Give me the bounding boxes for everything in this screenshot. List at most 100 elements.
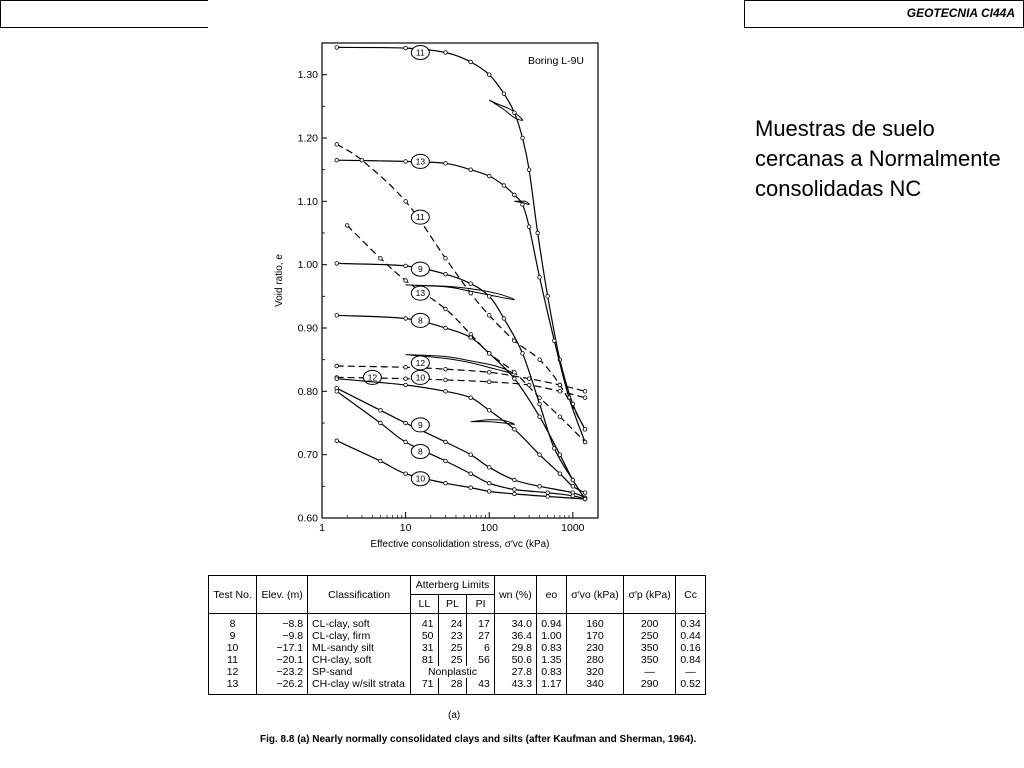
data-point	[537, 357, 542, 362]
header-wn: wn (%)	[493, 575, 538, 614]
data-point	[487, 465, 492, 470]
header-bar-right: GEOTECNIA CI44A	[744, 0, 1024, 28]
data-point	[512, 477, 517, 483]
data-point	[443, 389, 448, 394]
cell-svo: 340	[565, 678, 625, 695]
cell-svo: 160	[565, 613, 625, 630]
curve-label-marker	[410, 417, 430, 433]
table-label: (a)	[448, 710, 461, 721]
y-axis-label: Void ratio, e	[274, 254, 285, 307]
unload-reload-loop	[514, 200, 530, 206]
table-row: 13 −26.2 CH-clay w/silt strata 71 28 43 …	[207, 678, 706, 695]
data-point	[557, 389, 563, 394]
cell-sp: 350	[623, 642, 677, 654]
cell-pi: 56	[466, 654, 495, 666]
cell-sp: 290	[623, 678, 677, 695]
series-line-test-13	[346, 224, 586, 443]
cell-wn: 43.3	[493, 678, 538, 695]
cell-eo: 1.00	[536, 630, 567, 642]
data-point	[501, 91, 507, 96]
cell-pl: 25	[437, 642, 468, 654]
header-elev: Elev. (m)	[256, 575, 309, 614]
data-point	[359, 157, 365, 163]
data-point	[582, 427, 588, 432]
cell-cc: —	[675, 666, 706, 678]
cell-svo: 230	[565, 642, 625, 654]
cell-eo: 0.94	[536, 613, 567, 630]
x-axis-label: Effective consolidation stress, σ′vc (kP…	[370, 539, 549, 550]
data-point	[512, 487, 517, 492]
header-pi: PI	[466, 594, 495, 614]
cell-pl: 24	[437, 613, 468, 630]
data-point	[468, 452, 473, 457]
cell-classification: CH-clay, soft	[307, 654, 412, 666]
curve-label-marker	[410, 153, 430, 169]
data-point	[582, 439, 588, 445]
cell-test: 13	[207, 678, 258, 695]
data-point	[334, 142, 339, 147]
data-point	[334, 45, 339, 50]
cell-eo: 1.17	[536, 678, 567, 695]
data-point	[557, 471, 563, 476]
soil-properties-table: Test No. Elev. (m) Classification Atterb…	[207, 575, 706, 695]
data-point	[443, 50, 448, 55]
y-tick-label: 0.90	[298, 323, 319, 335]
curve-label: 13	[416, 288, 426, 298]
data-point	[487, 351, 492, 356]
data-point	[443, 306, 448, 312]
curve-label-marker	[410, 369, 430, 385]
x-tick-label: 1	[319, 522, 325, 534]
header-ll: LL	[410, 594, 439, 614]
data-point	[403, 471, 408, 476]
data-point	[443, 325, 448, 331]
data-point	[403, 199, 408, 204]
data-point	[378, 408, 383, 413]
series-line-test-11	[336, 143, 586, 430]
cell-classification: CL-clay, soft	[307, 613, 412, 630]
plot-frame	[321, 42, 599, 519]
cell-cc: 0.52	[675, 678, 706, 695]
table-row: 10 −17.1 ML-sandy silt 31 25 6 29.8 0.83…	[207, 642, 706, 654]
data-point	[468, 59, 473, 65]
data-point	[468, 471, 473, 476]
cell-elev: −23.2	[256, 666, 309, 678]
cell-classification: CL-clay, firm	[307, 630, 412, 642]
cell-wn: 29.8	[493, 642, 538, 654]
header-title: GEOTECNIA CI44A	[906, 6, 1015, 20]
cell-pl: 23	[437, 630, 468, 642]
data-point	[403, 278, 408, 283]
data-point	[378, 420, 383, 426]
cell-elev: −9.8	[256, 630, 309, 642]
curve-label: 12	[368, 372, 378, 382]
data-point	[537, 401, 542, 407]
data-point	[552, 338, 557, 343]
curve-label-marker	[410, 444, 430, 459]
cell-elev: −17.1	[256, 642, 309, 654]
header-svo: σ′vo (kPa)	[565, 575, 625, 614]
data-point	[403, 365, 408, 370]
curve-label-marker	[410, 312, 430, 328]
cell-pl: 25	[437, 654, 468, 666]
data-point	[443, 161, 448, 166]
data-point	[487, 173, 492, 179]
data-point	[520, 351, 525, 356]
data-point	[403, 382, 408, 388]
data-point	[545, 494, 550, 499]
cell-test: 12	[207, 666, 258, 678]
header-test: Test No.	[207, 575, 258, 614]
y-tick-label: 1.10	[298, 196, 319, 208]
curve-label: 10	[416, 474, 426, 484]
header-eo: eo	[536, 575, 567, 614]
cell-classification: CH-clay w/silt strata	[307, 678, 412, 695]
cell-classification: SP-sand	[307, 666, 412, 678]
curve-label: 11	[416, 48, 425, 58]
cell-wn: 50.6	[493, 654, 538, 666]
data-point	[501, 316, 507, 321]
data-point	[443, 256, 448, 261]
series-line-test-8	[336, 390, 586, 500]
data-point	[468, 485, 473, 490]
cell-ll: 71	[410, 678, 439, 695]
curve-label: 12	[416, 358, 426, 368]
cell-svo: 170	[565, 630, 625, 642]
cell-ll: 41	[410, 613, 439, 630]
